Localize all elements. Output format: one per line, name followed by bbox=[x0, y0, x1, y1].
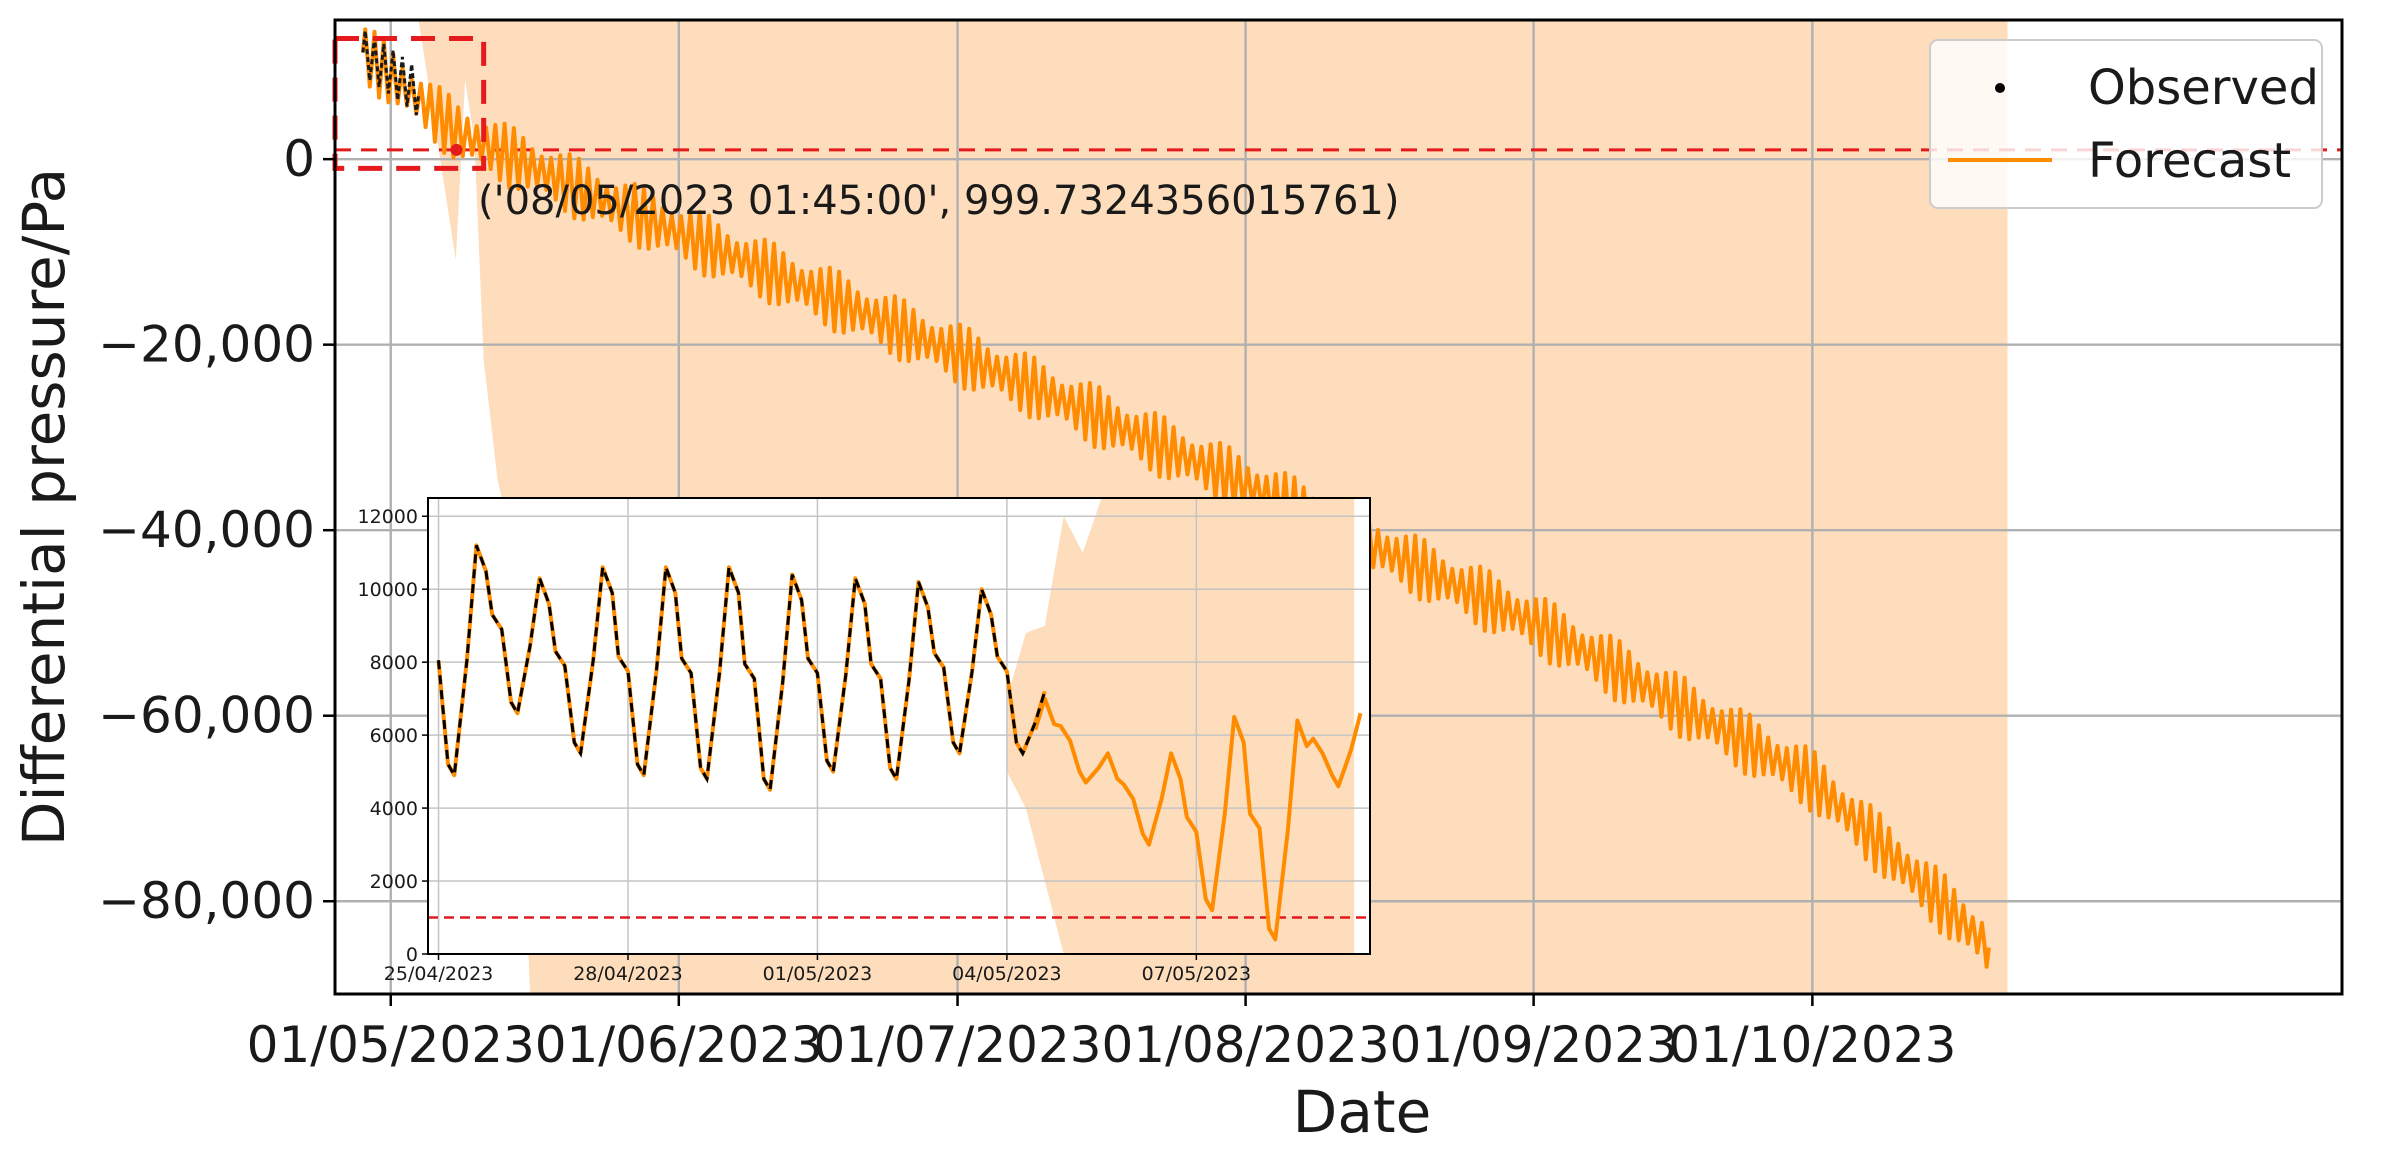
inset-x-axis: 25/04/2023 28/04/2023 01/05/2023 04/05/2023… bbox=[384, 954, 1251, 985]
threshold-annotation: ('08/05/2023 01:45:00', 999.732435601576… bbox=[478, 178, 1399, 224]
legend-observed-marker bbox=[1995, 83, 2005, 93]
inset-y-axis: 0 2000 4000 6000 8000 10000 12000 bbox=[358, 506, 428, 966]
main-y-tick-label: −40,000 bbox=[98, 501, 315, 559]
zoom-box-rect bbox=[332, 36, 487, 171]
main-y-axis: 0 −20,000 −40,000 −60,000 −80,000 bbox=[98, 130, 335, 930]
main-x-tick-label: 01/08/2023 bbox=[1101, 1016, 1389, 1074]
inset-y-tick-label: 0 bbox=[406, 944, 418, 966]
zoom-region-box bbox=[332, 36, 487, 171]
inset-x-tick-label: 04/05/2023 bbox=[952, 963, 1062, 985]
main-observed-series bbox=[361, 30, 421, 116]
main-x-tick-label: 01/06/2023 bbox=[535, 1016, 823, 1074]
legend-forecast-label: Forecast bbox=[2088, 133, 2291, 189]
inset-y-tick-label: 2000 bbox=[370, 871, 418, 893]
main-x-tick-label: 01/10/2023 bbox=[1668, 1016, 1956, 1074]
inset-band-area bbox=[1006, 498, 1355, 954]
main-y-tick-label: −80,000 bbox=[98, 872, 315, 930]
inset-y-tick-label: 6000 bbox=[370, 725, 418, 747]
y-axis-label: Differential pressure/Pa bbox=[10, 168, 78, 846]
main-forecast-line bbox=[360, 27, 1991, 969]
legend: Observed Forecast bbox=[1929, 39, 2323, 209]
main-plot-frame bbox=[333, 18, 2344, 996]
inset-x-tick-label: 01/05/2023 bbox=[763, 963, 873, 985]
inset-y-tick-label: 10000 bbox=[358, 579, 418, 601]
inset-confidence-band bbox=[1006, 498, 1355, 954]
x-axis-label: Date bbox=[1293, 1078, 1432, 1146]
inset-y-tick-label: 8000 bbox=[370, 652, 418, 674]
inset-observed-series bbox=[437, 544, 1047, 795]
main-x-tick-label: 01/05/2023 bbox=[247, 1016, 535, 1074]
main-observed-line bbox=[361, 30, 421, 116]
legend-box bbox=[1929, 39, 2323, 209]
inset-observed-line bbox=[437, 544, 1047, 795]
inset-forecast-line bbox=[1033, 696, 1363, 942]
threshold-crossing-point bbox=[450, 143, 463, 156]
inset-x-tick-label: 25/04/2023 bbox=[384, 963, 494, 985]
inset-chart: 0 2000 4000 6000 8000 10000 12000 25/04/2023 28… bbox=[358, 497, 1371, 985]
inset-x-tick-label: 28/04/2023 bbox=[573, 963, 683, 985]
inset-y-tick-label: 12000 bbox=[358, 506, 418, 528]
main-x-tick-label: 01/07/2023 bbox=[813, 1016, 1101, 1074]
main-forecast-series bbox=[360, 27, 1991, 969]
main-x-tick-label: 01/09/2023 bbox=[1390, 1016, 1678, 1074]
main-y-tick-label: −20,000 bbox=[98, 316, 315, 374]
inset-y-tick-label: 4000 bbox=[370, 798, 418, 820]
inset-plot-frame bbox=[427, 497, 1371, 955]
inset-x-tick-label: 07/05/2023 bbox=[1142, 963, 1252, 985]
main-y-tick-label: 0 bbox=[283, 130, 315, 188]
legend-observed-label: Observed bbox=[2088, 60, 2319, 116]
main-y-tick-label: −60,000 bbox=[98, 687, 315, 745]
